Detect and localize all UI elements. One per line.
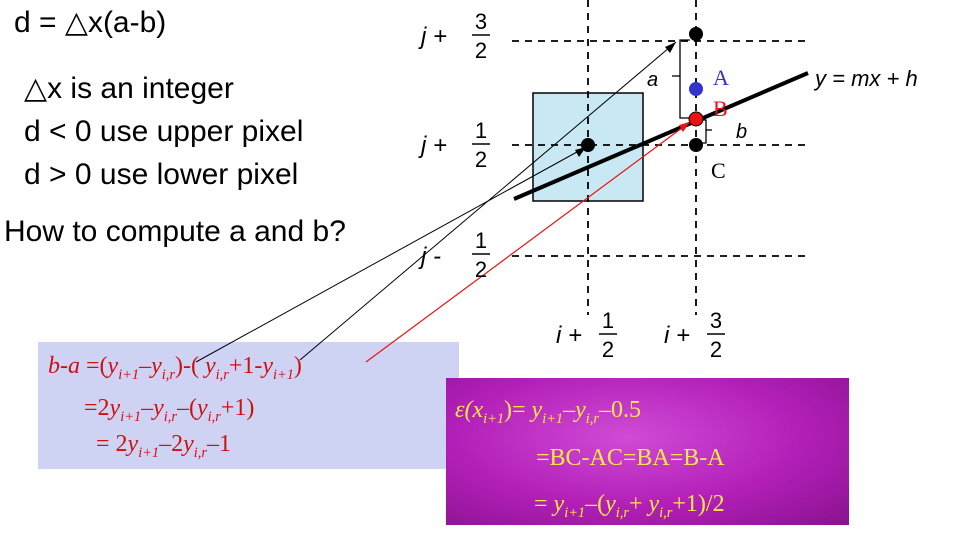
magenta-formula-line3: = yi+1–(yi,r+ yi,r+1)/2: [534, 491, 725, 521]
label-j-minus-1-2: j -: [418, 243, 441, 270]
label-i-plus-1-2: i +: [556, 322, 582, 349]
frac-den-2e: 2: [710, 337, 722, 362]
point-pixel-center: [581, 138, 595, 152]
bracket-a: [679, 39, 690, 119]
arrow-to-top-point: [299, 41, 677, 361]
label-line-equation: y = mx + h: [813, 66, 918, 91]
blue-formula-box: [38, 342, 459, 469]
bracket-b: [701, 119, 707, 144]
magenta-formula-line1: ε(xi+1)= yi+1–yi,r–0.5: [455, 397, 641, 427]
point-B: [688, 111, 704, 127]
arrow-to-point-B: [365, 121, 691, 363]
text-upper-pixel: d < 0 use upper pixel: [24, 115, 304, 148]
line-y-mx-h: [513, 71, 809, 201]
point-top: [689, 27, 703, 41]
blue-formula-line1: b-a =(yi+1–yi,r)-( yi,r+1-yi+1): [48, 353, 302, 383]
arrowhead-top-point: [665, 42, 676, 53]
arrow-to-pixel-center: [195, 146, 587, 363]
frac-num-1b: 1: [475, 228, 487, 253]
magenta-formula-box: [446, 378, 849, 525]
label-b: b: [736, 121, 747, 143]
equation-d: d = △x(a-b): [14, 6, 167, 39]
point-C: [689, 138, 703, 152]
magenta-formula-line2: =BC-AC=BA=B-A: [536, 445, 725, 471]
label-i-plus-3-2: i +: [664, 322, 690, 349]
text-lower-pixel: d > 0 use lower pixel: [24, 158, 299, 191]
frac-num-1: 1: [475, 118, 487, 143]
label-B: B: [713, 96, 728, 121]
frac-den-2c: 2: [475, 257, 487, 282]
frac-num-3: 3: [475, 9, 487, 34]
frac-num-1c: 1: [602, 308, 614, 333]
label-j-plus-1-2: j +: [418, 132, 447, 159]
label-j-plus-3-2: j +: [418, 23, 447, 50]
frac-den-2b: 2: [475, 147, 487, 172]
label-a: a: [647, 69, 658, 91]
point-A: [689, 82, 703, 96]
blue-formula-line2: =2yi+1–yi,r–(yi,r+1): [84, 395, 255, 425]
text-dx-integer: △x is an integer: [24, 72, 234, 105]
question-text: How to compute a and b?: [4, 215, 346, 248]
label-A: A: [713, 65, 729, 90]
frac-num-3b: 3: [710, 308, 722, 333]
frac-den-2: 2: [475, 38, 487, 63]
label-C: C: [711, 158, 726, 183]
arrowhead-point-B: [679, 122, 690, 132]
frac-den-2d: 2: [602, 337, 614, 362]
blue-formula-line3: = 2yi+1–2yi,r–1: [96, 431, 231, 461]
